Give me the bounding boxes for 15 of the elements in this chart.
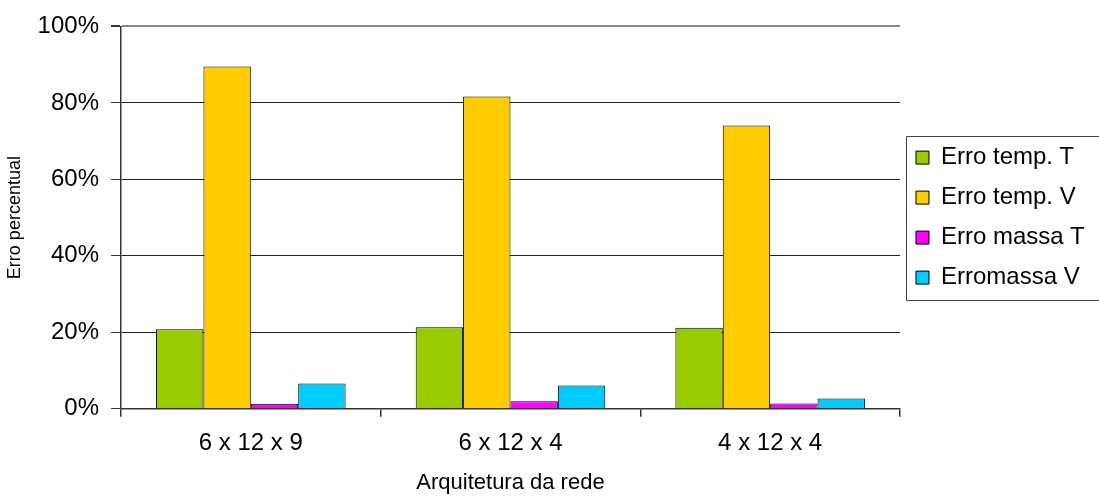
y-tick-label: 0% bbox=[64, 393, 99, 421]
legend-label: Erro massa T bbox=[940, 222, 1085, 250]
legend-label: Erromassa V bbox=[940, 262, 1080, 290]
x-tick-label: 4 x 12 x 4 bbox=[718, 427, 823, 455]
legend-label: Erro temp. V bbox=[940, 182, 1076, 210]
y-axis-title: Erro percentual bbox=[3, 156, 24, 280]
x-axis-title: Arquitetura da rede bbox=[416, 468, 605, 494]
x-tick-label: 6 x 12 x 9 bbox=[198, 427, 303, 455]
y-tick-label: 100% bbox=[37, 11, 99, 39]
y-tick-label: 80% bbox=[50, 87, 99, 115]
y-tick-label: 40% bbox=[50, 240, 99, 268]
legend-label: Erro temp. T bbox=[940, 142, 1075, 170]
y-tick-label: 60% bbox=[50, 163, 99, 191]
y-tick-label: 20% bbox=[50, 316, 99, 344]
x-tick-label: 6 x 12 x 4 bbox=[458, 427, 563, 455]
